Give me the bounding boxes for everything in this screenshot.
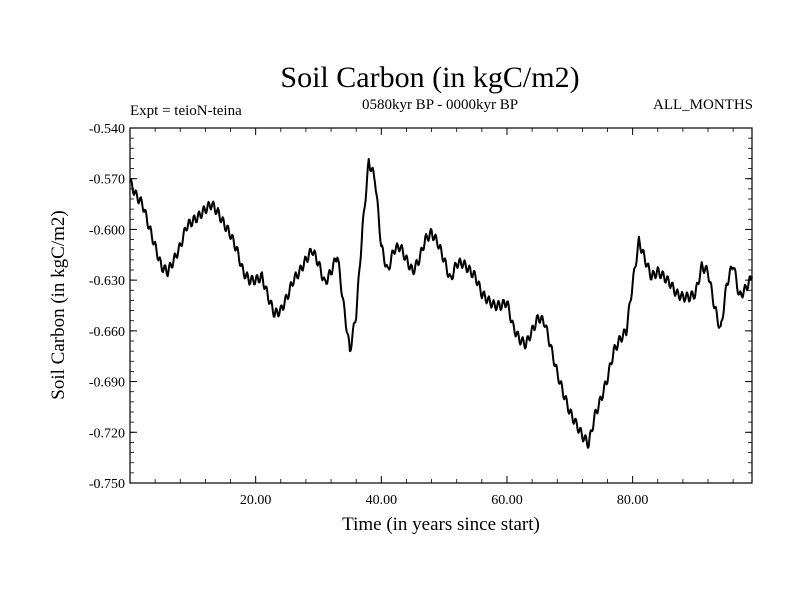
x-tick-label: 20.00	[240, 493, 272, 508]
y-tick-label: -0.570	[89, 173, 125, 188]
y-axis-ticks: -0.540 -0.570 -0.600 -0.630 -0.660 -0.690 -0.7…	[89, 122, 752, 492]
x-axis-label: Time (in years since start)	[342, 514, 540, 535]
x-axis-ticks: 20.00 40.00 60.00 80.00	[154, 128, 734, 508]
x-tick-label: 80.00	[617, 493, 649, 508]
y-tick-label: -0.690	[89, 376, 125, 391]
series-line-teioN-teina	[129, 158, 753, 449]
y-tick-label: -0.720	[89, 426, 125, 441]
y-tick-label: -0.630	[89, 274, 125, 289]
y-tick-label: -0.600	[89, 223, 125, 238]
time-range-label: 0580kyr BP - 0000kyr BP	[362, 97, 518, 113]
y-tick-label: -0.660	[89, 325, 125, 340]
experiment-label: Expt = teioN-teina	[130, 103, 242, 119]
y-tick-label: -0.750	[89, 477, 125, 492]
y-tick-label: -0.540	[89, 122, 125, 137]
x-tick-label: 40.00	[366, 493, 398, 508]
plot-frame	[129, 127, 753, 484]
y-axis-label: Soil Carbon (in kgC/m2)	[48, 210, 69, 399]
x-tick-label: 60.00	[491, 493, 523, 508]
chart-title: Soil Carbon (in kgC/m2)	[280, 61, 579, 94]
months-label: ALL_MONTHS	[653, 97, 753, 113]
